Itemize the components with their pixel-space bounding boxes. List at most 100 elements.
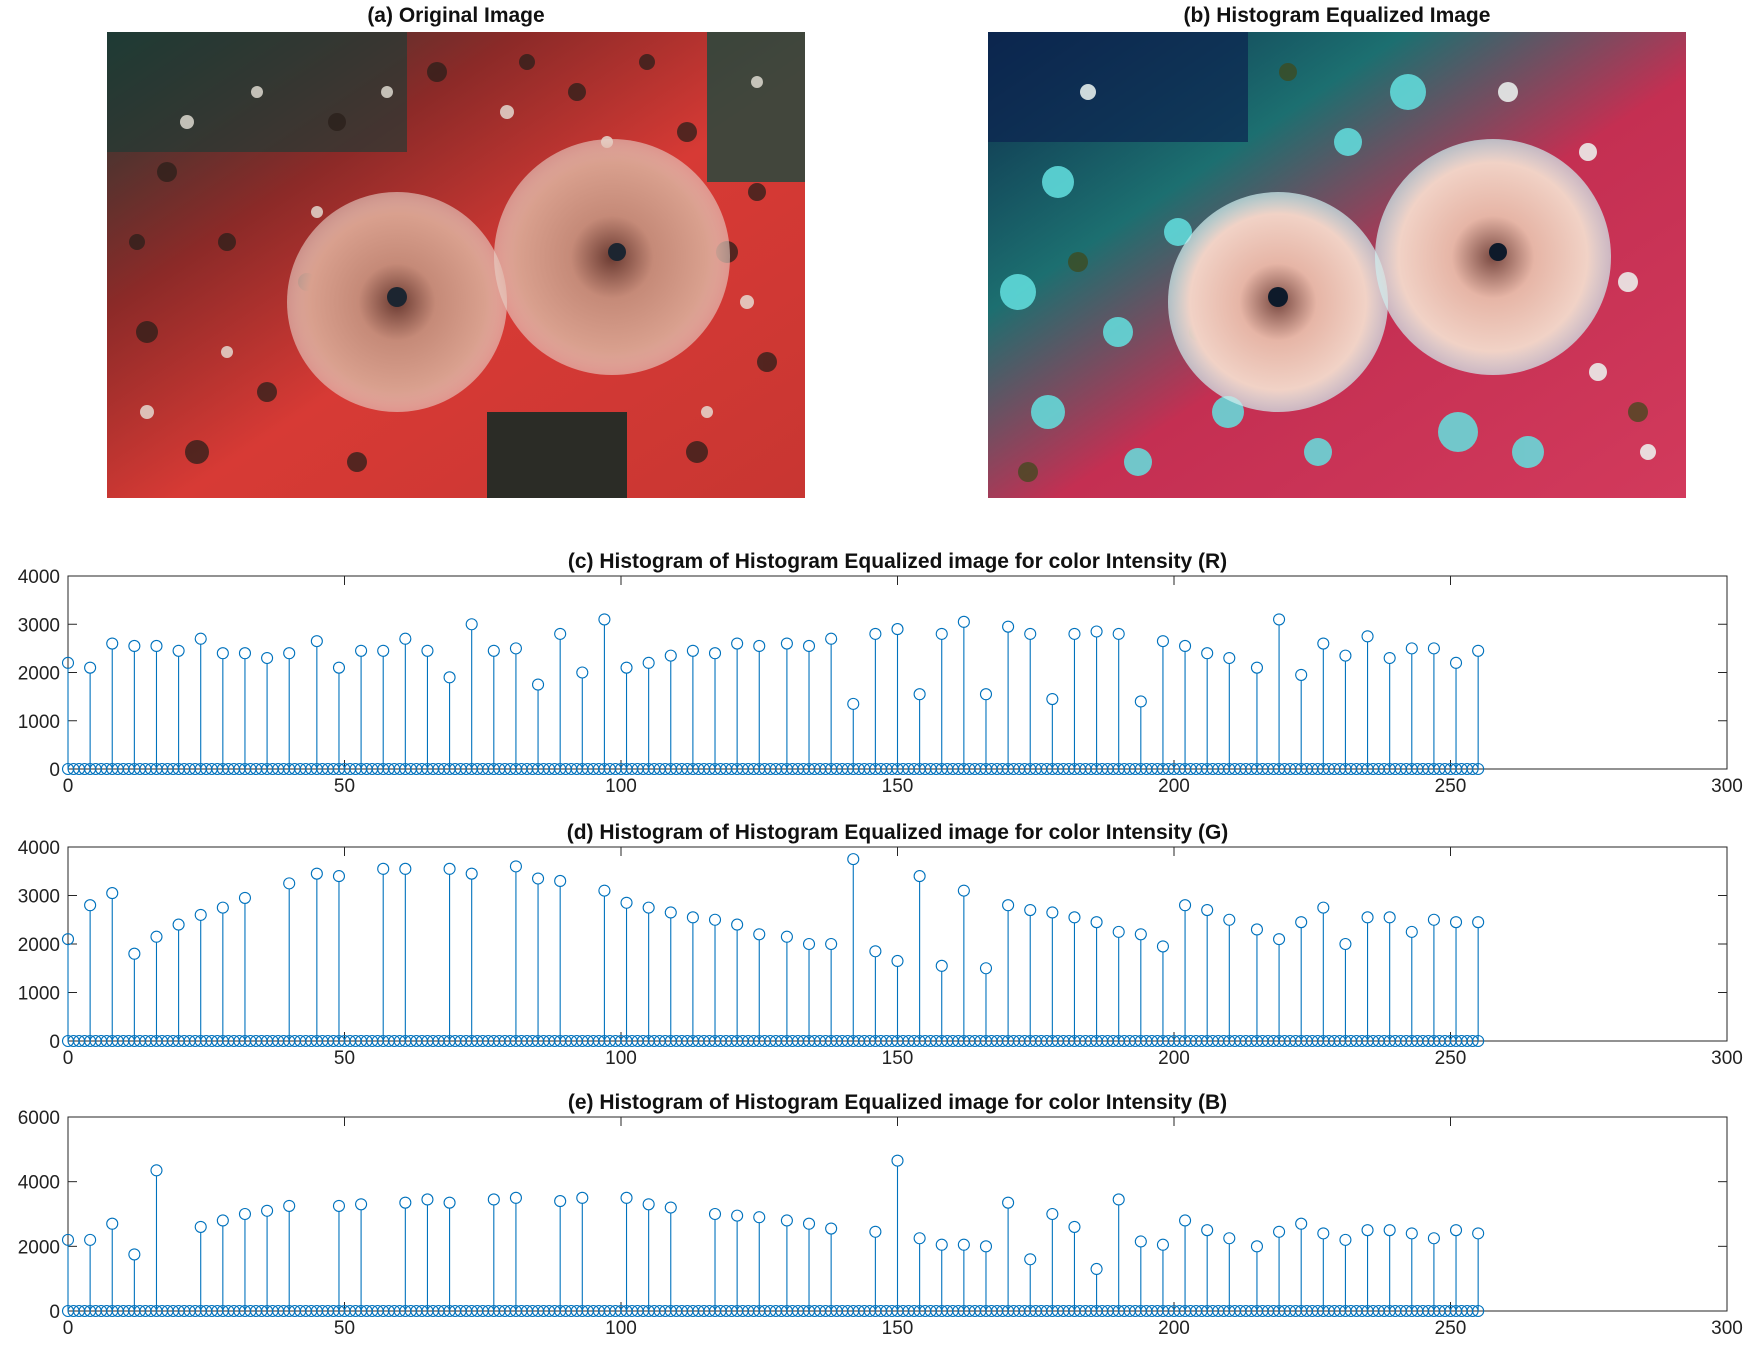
x-tick-label: 150 (882, 776, 914, 797)
stem-base-marker (753, 1034, 766, 1048)
stem-base-marker (1090, 1304, 1103, 1318)
stem-base-marker (554, 762, 567, 776)
stem-marker (620, 661, 633, 674)
stem-base-marker (825, 1304, 838, 1318)
stem-base-marker (1179, 1034, 1192, 1048)
stem-base-marker (847, 762, 860, 776)
stem-base-marker (194, 1304, 207, 1318)
stem-base-marker (642, 1304, 655, 1318)
stem-base-marker (1361, 1304, 1374, 1318)
x-tick-label: 200 (1158, 1048, 1190, 1069)
stem-marker (913, 1232, 926, 1245)
stem-marker (708, 913, 722, 926)
stem-marker (554, 874, 567, 888)
stem-base-marker (1317, 1304, 1330, 1318)
stem-base-marker (825, 1034, 838, 1048)
stem-base-marker (1134, 1034, 1147, 1048)
stem-base-marker (1112, 1304, 1125, 1318)
stem-base-marker (1046, 762, 1059, 776)
stem-base-marker (780, 1304, 793, 1318)
stem-marker (84, 1233, 97, 1246)
stem-base-marker (554, 1304, 567, 1318)
stem-marker (332, 661, 346, 674)
stem-base-marker (1201, 1034, 1214, 1048)
stem-base-marker (620, 762, 633, 776)
stem-marker (1134, 928, 1147, 941)
stem-marker (979, 962, 993, 975)
stem-base-marker (128, 1034, 141, 1048)
stem-marker (283, 877, 296, 890)
stem-base-marker (531, 1034, 545, 1048)
stem-base-marker (238, 762, 252, 776)
stem-base-marker (731, 1034, 744, 1048)
stem-base-marker (1361, 762, 1374, 776)
stem-base-marker (913, 1304, 926, 1318)
stem-base-marker (598, 762, 611, 776)
stem-base-marker (194, 762, 207, 776)
stem-base-marker (421, 762, 434, 776)
stem-base-marker (1068, 762, 1081, 776)
stem-base-marker (1405, 762, 1418, 776)
stem-base-marker (642, 762, 655, 776)
stem-marker (61, 933, 75, 946)
stem-marker (708, 1207, 722, 1221)
stem-base-marker (1295, 1034, 1308, 1048)
stem-base-marker (261, 1304, 274, 1318)
stem-marker (509, 1191, 522, 1204)
stem-base-marker (780, 1034, 793, 1048)
stem-base-marker (128, 762, 141, 776)
stem-base-marker (332, 1034, 346, 1048)
stem-marker (283, 647, 296, 660)
stem-base-marker (1449, 762, 1463, 776)
stem-base-marker (780, 762, 793, 776)
stem-marker (1449, 916, 1463, 929)
stem-base-marker (891, 762, 904, 776)
stem-marker (869, 627, 882, 640)
stem-marker (686, 911, 699, 924)
y-tick-label: 0 (49, 1032, 60, 1053)
stem-base-marker (979, 1034, 993, 1048)
stem-base-marker (1295, 1304, 1308, 1318)
stem-base-marker (283, 762, 296, 776)
y-tick-label: 0 (49, 760, 60, 781)
stem-marker (1046, 692, 1059, 706)
stem-marker (487, 644, 500, 657)
stem-base-marker (150, 1034, 163, 1048)
stem-marker (1046, 1207, 1059, 1221)
stem-base-marker (731, 762, 744, 776)
stem-base-marker (487, 762, 500, 776)
stem-base-marker (576, 1304, 589, 1318)
stem-marker (465, 618, 478, 631)
stem-base-marker (84, 1034, 97, 1048)
stem-marker (1427, 913, 1440, 926)
stem-base-marker (61, 1034, 75, 1048)
stem-marker (913, 688, 926, 701)
stem-marker (957, 1238, 970, 1251)
y-tick-label: 3000 (18, 887, 60, 908)
stem-base-marker (1361, 1034, 1374, 1048)
stem-base-marker (576, 762, 589, 776)
stem-base-marker (1273, 1304, 1286, 1318)
stem-marker (1273, 933, 1286, 946)
stem-marker (194, 1220, 207, 1233)
stem-marker (1295, 916, 1308, 929)
stem-base-marker (106, 762, 119, 776)
stem-base-marker (847, 1034, 860, 1048)
stem-marker (1179, 899, 1192, 912)
stem-marker (399, 862, 412, 875)
stem-base-marker (443, 1034, 456, 1048)
chart-title: (c) Histogram of Histogram Equalized ima… (568, 550, 1227, 573)
stem-marker (1250, 1240, 1263, 1253)
stem-marker (686, 644, 699, 657)
stem-marker (1002, 899, 1015, 912)
stem-base-marker (1339, 1034, 1352, 1048)
stem-base-marker (1024, 1034, 1037, 1048)
x-tick-label: 0 (63, 776, 74, 797)
stem-marker (1223, 651, 1236, 665)
stem-marker (1339, 937, 1352, 951)
stem-marker (531, 872, 545, 885)
stem-base-marker (731, 1304, 744, 1318)
stem-base-marker (891, 1304, 904, 1318)
stem-marker (61, 1233, 75, 1246)
stem-base-marker (1317, 762, 1330, 776)
